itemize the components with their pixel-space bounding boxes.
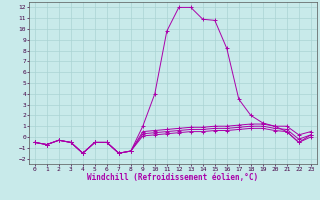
X-axis label: Windchill (Refroidissement éolien,°C): Windchill (Refroidissement éolien,°C) bbox=[87, 173, 258, 182]
